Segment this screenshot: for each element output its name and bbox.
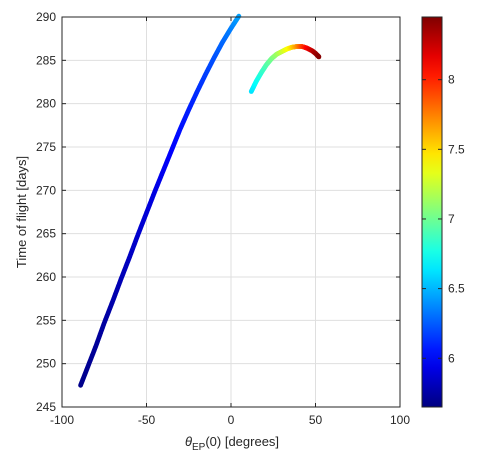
data-point: [236, 13, 242, 19]
colorbar-tick-label: 7: [448, 212, 455, 226]
y-tick-label: 290: [36, 10, 56, 24]
colorbar-tick-label: 7.5: [448, 142, 465, 156]
data-point: [316, 54, 322, 60]
plot-axes: -100 -50 0 50 100 245 250 255 260 265 270 275 280 285…: [36, 10, 410, 427]
x-tick-label: 100: [390, 413, 410, 427]
y-tick-label: 250: [36, 357, 56, 371]
y-tick-label: 265: [36, 227, 56, 241]
y-tick-label: 245: [36, 400, 56, 414]
y-tick-label: 275: [36, 140, 56, 154]
x-axis-label-subscript: EP: [192, 442, 206, 453]
y-tick-label: 255: [36, 313, 56, 327]
x-axis-label: θEP(0) [degrees]: [185, 434, 279, 453]
colorbar-tick-label: 6.5: [448, 282, 465, 296]
y-tick-label: 270: [36, 183, 56, 197]
y-tick-label: 285: [36, 53, 56, 67]
x-tick-label: 50: [309, 413, 323, 427]
x-tick-label: -50: [138, 413, 156, 427]
colorbar-gradient: [421, 16, 443, 408]
x-tick-label: 0: [228, 413, 235, 427]
x-axis-label-rest: (0) [degrees]: [205, 434, 279, 449]
colorbar: 6 6.5 7 7.5 8: [421, 16, 465, 408]
x-tick-label: -100: [50, 413, 74, 427]
colorbar-tick-label: 6: [448, 351, 455, 365]
y-tick-label: 260: [36, 270, 56, 284]
x-axis-label-symbol: θ: [185, 434, 192, 449]
colorbar-tick-label: 8: [448, 73, 455, 87]
y-tick-label: 280: [36, 97, 56, 111]
y-axis-label: Time of flight [days]: [14, 156, 29, 268]
